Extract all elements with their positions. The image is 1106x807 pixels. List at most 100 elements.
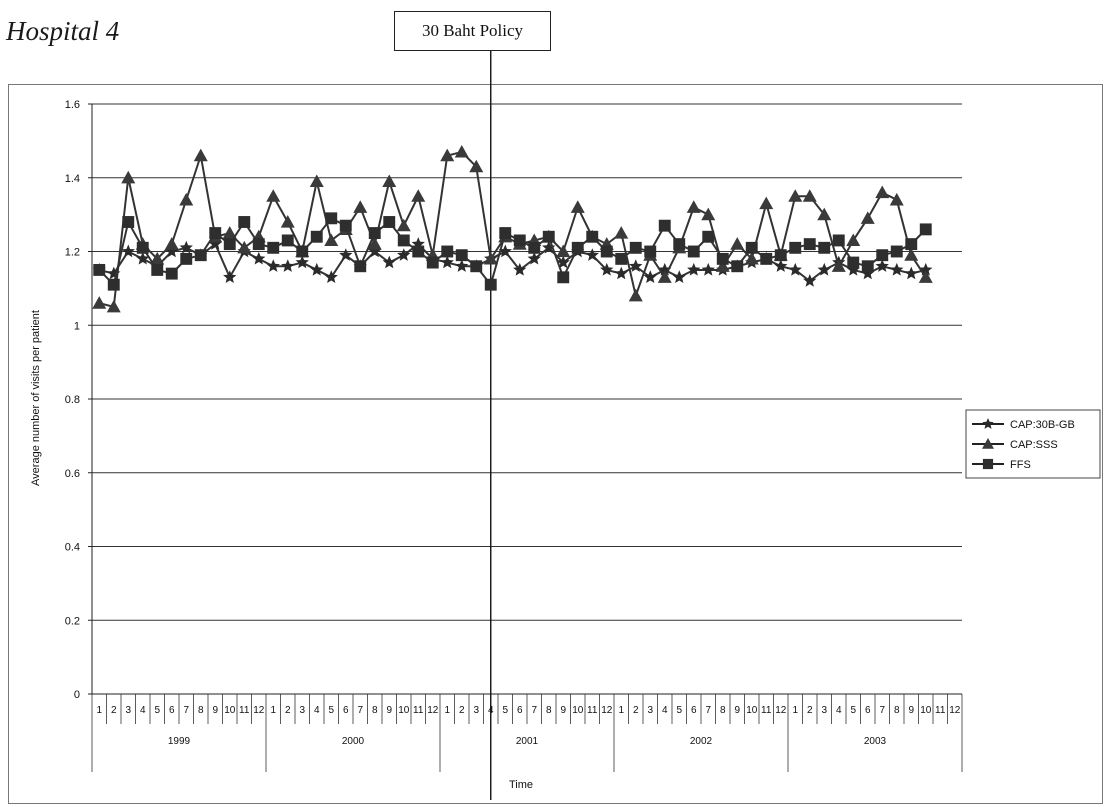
month-label: 3: [299, 705, 305, 716]
month-label: 6: [169, 705, 175, 716]
square-marker: [760, 252, 773, 265]
triangle-marker: [744, 251, 759, 265]
x-axis-label: Time: [509, 779, 533, 791]
month-label: 10: [920, 705, 932, 716]
star-marker: [600, 262, 614, 276]
triangle-marker: [982, 438, 994, 449]
month-label: 7: [879, 705, 885, 716]
square-marker: [354, 260, 367, 273]
month-label: 5: [850, 705, 856, 716]
triangle-marker: [628, 288, 643, 302]
month-label: 4: [662, 705, 668, 716]
legend-entry: FFS: [1010, 459, 1031, 471]
month-label: 3: [821, 705, 827, 716]
year-label: 1999: [168, 736, 191, 747]
star-marker: [982, 418, 994, 429]
triangle-marker: [106, 299, 121, 313]
star-marker: [455, 259, 469, 272]
series-cap-sss: [92, 144, 933, 313]
month-label: 11: [413, 705, 424, 716]
month-label: 9: [908, 705, 914, 716]
y-axis-label: Average number of visits per patient: [30, 310, 42, 486]
square-marker: [368, 227, 381, 240]
square-marker: [296, 245, 309, 258]
month-label: 4: [836, 705, 842, 716]
square-marker: [890, 245, 903, 258]
square-marker: [644, 245, 657, 258]
month-label: 12: [601, 705, 613, 716]
triangle-marker: [382, 174, 397, 188]
square-marker: [122, 216, 135, 228]
month-label: 1: [792, 705, 798, 716]
month-label: 3: [647, 705, 653, 716]
month-label: 9: [734, 705, 740, 716]
star-marker: [542, 240, 556, 254]
month-label: 5: [328, 705, 334, 716]
month-label: 2: [111, 705, 117, 716]
star-marker: [890, 262, 904, 276]
square-marker: [803, 238, 816, 251]
series-lines: [92, 144, 933, 313]
triangle-marker: [280, 215, 295, 228]
triangle-marker: [469, 159, 484, 173]
month-label: 3: [473, 705, 479, 716]
month-label: 11: [935, 705, 946, 716]
square-marker: [441, 245, 454, 258]
star-marker: [339, 248, 353, 261]
series-line: [99, 150, 927, 309]
square-marker: [702, 230, 715, 243]
triangle-marker: [324, 233, 339, 247]
square-marker: [252, 238, 265, 251]
square-marker: [774, 249, 787, 262]
triangle-marker: [701, 207, 716, 221]
square-marker: [847, 256, 860, 269]
month-label: 10: [572, 705, 584, 716]
square-marker: [339, 219, 352, 232]
month-label: 1: [618, 705, 624, 716]
month-label: 9: [560, 705, 566, 716]
month-label: 7: [705, 705, 711, 716]
y-tick-label: 1.4: [65, 173, 80, 185]
month-label: 10: [746, 705, 758, 716]
y-tick-label: 0.2: [65, 615, 80, 627]
triangle-marker: [164, 237, 179, 250]
star-marker: [121, 244, 135, 258]
square-marker: [267, 241, 280, 254]
star-marker: [266, 259, 280, 272]
month-label: 7: [357, 705, 363, 716]
month-label: 10: [398, 705, 410, 716]
square-marker: [484, 278, 497, 291]
square-marker: [180, 252, 193, 265]
star-marker: [208, 237, 222, 250]
star-marker: [904, 266, 918, 280]
square-marker: [542, 230, 555, 243]
square-marker: [716, 252, 729, 265]
page-title: Hospital 4: [6, 16, 120, 46]
square-marker: [615, 252, 628, 265]
square-marker: [658, 219, 671, 232]
triangle-marker: [614, 226, 629, 239]
triangle-marker: [367, 237, 382, 250]
month-label: 8: [894, 705, 900, 716]
legend: CAP:30B-GB CAP:SSS FFS: [965, 409, 1101, 479]
square-marker: [861, 260, 874, 273]
star-marker: [643, 270, 657, 283]
square-marker: [982, 458, 994, 470]
triangle-marker: [396, 218, 411, 232]
star-marker: [672, 270, 686, 283]
triangle-marker: [831, 259, 846, 272]
triangle-marker: [411, 189, 426, 202]
year-label: 2001: [516, 736, 539, 747]
star-marker: [875, 259, 889, 272]
triangle-marker: [686, 200, 701, 213]
square-marker: [194, 249, 207, 262]
star-marker: [629, 259, 643, 272]
month-label: 6: [517, 705, 523, 716]
month-label: 12: [253, 705, 265, 716]
month-label: 2: [807, 705, 813, 716]
policy-annotation-box: 30 Baht Policy: [394, 11, 551, 51]
square-marker: [731, 260, 744, 273]
square-marker: [528, 241, 541, 254]
month-label: 1: [270, 705, 276, 716]
triangle-marker: [759, 196, 774, 210]
